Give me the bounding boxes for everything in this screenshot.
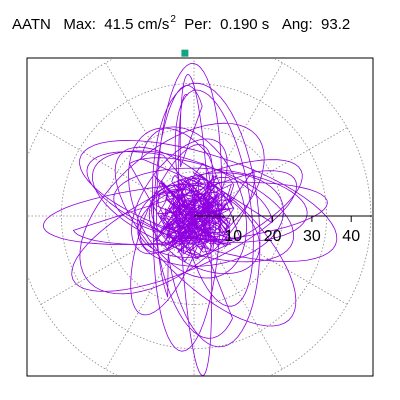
station-code: AATN [12, 16, 51, 33]
max-marker-group [181, 49, 189, 57]
radial-tick-label: 30 [303, 228, 321, 245]
max-unit: cm/s [137, 16, 170, 33]
plot-frame [26, 57, 374, 377]
radial-axis [194, 215, 372, 222]
max-marker [181, 49, 189, 57]
max-label: Max: [63, 16, 96, 33]
plot-header: AATN Max: 41.5 cm/s2 Per: 0.190 s Ang: 9… [12, 14, 351, 33]
grid-spoke [193, 127, 348, 217]
radial-tick-labels: 10 20 30 40 [224, 228, 360, 245]
grid-spoke [193, 62, 283, 217]
radial-tick-label: 20 [264, 228, 282, 245]
radial-tick-label: 10 [224, 228, 242, 245]
orbit-path [42, 63, 338, 376]
orbit-trace [42, 63, 338, 376]
ang-value: 93.2 [321, 16, 351, 33]
per-value: 0.190 s [220, 16, 270, 33]
max-value: 41.5 [104, 16, 134, 33]
per-label: Per: [184, 16, 212, 33]
ang-label: Ang: [281, 16, 313, 33]
max-unit-exponent: 2 [170, 14, 176, 25]
radial-tick-label: 40 [342, 228, 360, 245]
